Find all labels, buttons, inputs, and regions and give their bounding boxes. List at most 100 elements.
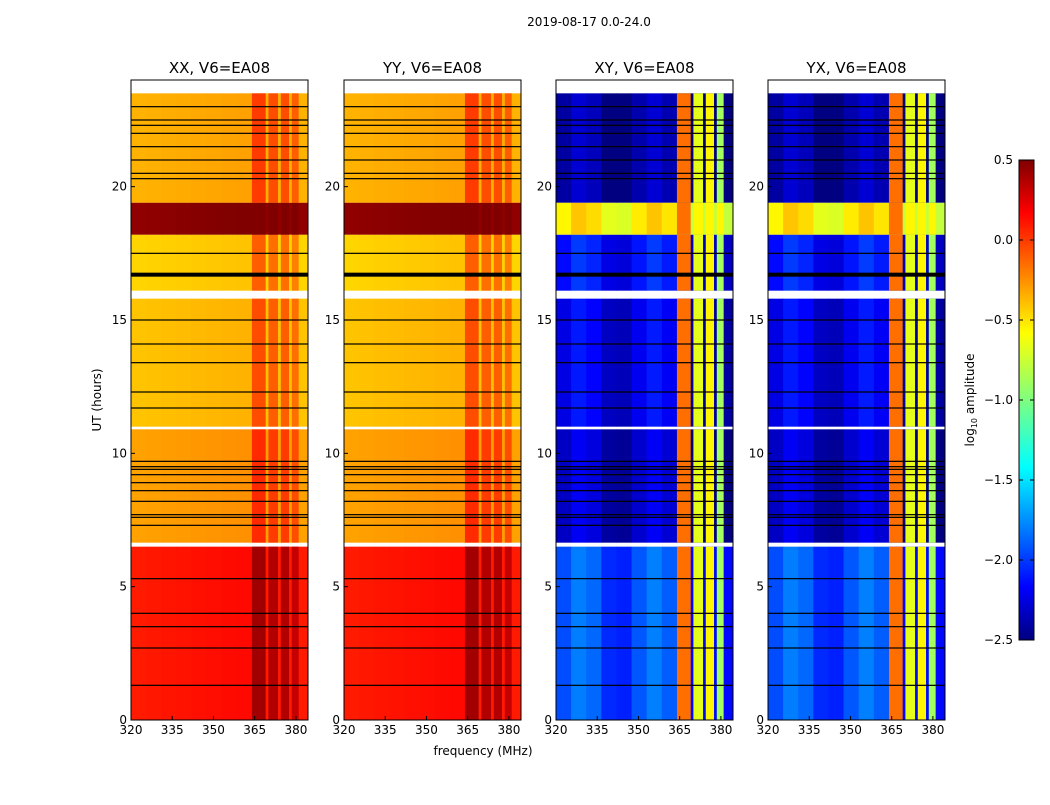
rfi-cell: [676, 546, 691, 720]
panel-title: XY, V6=EA08: [594, 59, 694, 77]
heatmap-cell: [616, 546, 633, 720]
heatmap-cell: [828, 93, 845, 203]
heatmap-cell: [131, 234, 147, 291]
flagged-row: [768, 684, 945, 686]
heatmap-cell: [813, 93, 829, 203]
heatmap-cell: [419, 234, 436, 291]
heatmap-cell: [221, 202, 238, 235]
flagged-row: [768, 132, 945, 134]
flagged-row: [344, 106, 521, 108]
rfi-cell: [291, 234, 299, 291]
x-tick-label: 350: [415, 723, 438, 737]
heatmap-cell: [828, 234, 845, 291]
flagged-row: [344, 460, 521, 462]
rfi-cell: [464, 202, 479, 235]
panel-yy: YY, V6=EA08 320 335 350 365 380 0 5 10 15 20: [325, 59, 522, 737]
heatmap-cell: [873, 202, 890, 235]
heatmap-cell: [616, 93, 633, 203]
heatmap-cell: [146, 93, 162, 203]
rfi-cell: [716, 93, 724, 203]
heatmap-cell: [434, 546, 451, 720]
heatmap-cell: [858, 546, 875, 720]
flagged-row: [344, 252, 521, 254]
flagged-row: [131, 490, 308, 492]
rfi-cell: [693, 202, 704, 235]
heatmap-cell: [221, 546, 238, 720]
axes-frame: [130, 79, 309, 721]
y-tick-label: 15: [537, 313, 552, 327]
flagged-row: [344, 159, 521, 161]
flagged-row: [768, 524, 945, 526]
flagged-row: [344, 178, 521, 180]
heatmap-cell: [344, 202, 360, 235]
heatmap-cell: [191, 202, 208, 235]
heatmap-cell: [176, 202, 192, 235]
flagged-row: [131, 684, 308, 686]
heatmap-cell: [146, 202, 162, 235]
flagged-row: [556, 391, 733, 393]
heatmap-cell: [858, 93, 875, 203]
rfi-cell: [464, 234, 479, 291]
colorbar-label: log10 amplitude: [963, 354, 979, 447]
flagged-row: [131, 391, 308, 393]
heatmap-cell: [843, 93, 860, 203]
flagged-row: [556, 119, 733, 121]
rfi-cell: [705, 546, 715, 720]
heatmap-cell: [434, 234, 451, 291]
colorbar-tick-label: 0.5: [994, 153, 1013, 167]
heatmap-cell: [404, 93, 421, 203]
x-tick-label: 365: [243, 723, 266, 737]
rfi-cell: [251, 546, 266, 720]
heatmap-cell: [646, 546, 663, 720]
heatmap-cell: [783, 234, 799, 291]
flagged-row: [131, 612, 308, 614]
flagged-row: [768, 146, 945, 148]
heatmap-cell: [858, 234, 875, 291]
x-tick-label: 320: [545, 723, 568, 737]
heatmap-cell: [571, 202, 587, 235]
heatmap-cell: [873, 546, 890, 720]
flagged-row: [768, 647, 945, 649]
y-tick-label: 10: [749, 446, 764, 460]
rfi-cell: [493, 546, 503, 720]
flagged-row: [131, 119, 308, 121]
heatmap-cell: [828, 202, 845, 235]
rfi-cell: [251, 234, 266, 291]
rfi-cell: [928, 429, 936, 543]
flagged-row: [556, 578, 733, 580]
flagged-row: [344, 516, 521, 518]
heatmap-cell: [798, 234, 814, 291]
heatmap-cell: [631, 202, 648, 235]
heatmap-cell: [161, 546, 177, 720]
flagged-row: [556, 524, 733, 526]
heatmap-cell: [813, 546, 829, 720]
heatmap-cell: [661, 93, 678, 203]
flagged-row: [556, 468, 733, 470]
flagged-row: [556, 252, 733, 254]
flagged-row: [344, 612, 521, 614]
flagged-row: [556, 647, 733, 649]
heatmap-cell: [798, 546, 814, 720]
heatmap-cell: [359, 202, 375, 235]
flagged-row: [131, 159, 308, 161]
heatmap-cell: [571, 546, 587, 720]
heatmap-cell: [586, 202, 602, 235]
flagged-row: [768, 612, 945, 614]
flagged-row: [768, 391, 945, 393]
heatmap-cell: [146, 546, 162, 720]
heatmap-cell: [389, 546, 405, 720]
panel-title: YY, V6=EA08: [382, 59, 482, 77]
flagged-row: [131, 482, 308, 484]
heatmap-cell: [146, 234, 162, 291]
flagged-row: [556, 460, 733, 462]
flagged-row: [556, 407, 733, 409]
flagged-row: [768, 407, 945, 409]
axes-frame: [343, 79, 522, 721]
heatmap-cell: [404, 234, 421, 291]
flagged-row: [131, 407, 308, 409]
flagged-row: [344, 578, 521, 580]
flagged-row: [344, 468, 521, 470]
flagged-row: [556, 514, 733, 516]
heatmap-cell: [236, 93, 253, 203]
axes-frame: [767, 79, 946, 721]
